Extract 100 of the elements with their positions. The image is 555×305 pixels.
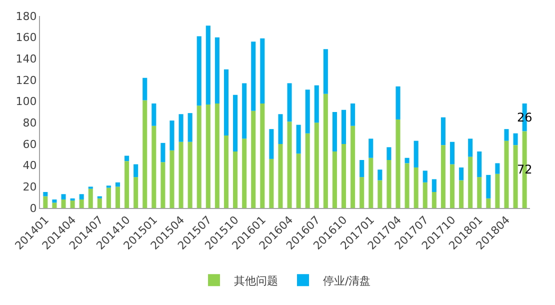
bar [504, 129, 509, 141]
bar [422, 182, 428, 208]
bar [242, 83, 247, 139]
bar [332, 112, 337, 152]
bar [314, 122, 319, 208]
y-tick-label: 60 [22, 138, 37, 151]
bar [450, 164, 455, 208]
bar [260, 103, 265, 208]
legend-label: 停业/清盘 [323, 274, 371, 288]
bar [432, 192, 436, 208]
bar [305, 133, 310, 208]
bar [468, 156, 473, 208]
bar [134, 177, 138, 208]
bar [160, 142, 166, 162]
bar [477, 151, 482, 178]
bar [342, 110, 346, 144]
bar [440, 145, 446, 208]
bar [368, 158, 374, 208]
bar [178, 114, 184, 142]
bar [61, 199, 66, 208]
bar [242, 138, 247, 208]
bar [160, 162, 166, 208]
bar [106, 188, 111, 208]
bar [287, 122, 292, 208]
bar [360, 160, 364, 178]
bar [378, 170, 382, 180]
bar [323, 49, 328, 94]
bar [314, 85, 319, 123]
bar [233, 151, 238, 208]
bar [251, 110, 256, 208]
y-tick-label: 140 [16, 52, 37, 66]
bar [504, 140, 509, 208]
bar [79, 194, 84, 200]
bar [142, 78, 148, 100]
bar [432, 179, 436, 192]
bar [495, 174, 500, 208]
bar [278, 114, 283, 144]
bar [450, 142, 455, 164]
y-tick-label: 0 [30, 202, 37, 215]
bar [422, 170, 428, 182]
bar [196, 106, 202, 208]
bar [414, 140, 418, 168]
bar [350, 126, 356, 208]
bar [61, 194, 66, 200]
bar [440, 117, 446, 146]
bar [188, 113, 192, 142]
bar [52, 199, 57, 203]
y-tick-label: 160 [16, 31, 37, 44]
bar [206, 26, 210, 105]
bar [513, 133, 518, 146]
bar [332, 151, 337, 208]
y-tick-label: 100 [16, 95, 37, 108]
bar [378, 180, 382, 208]
bar [170, 120, 174, 150]
bar [142, 100, 148, 208]
y-tick-label: 80 [22, 116, 37, 130]
bar [152, 103, 156, 126]
bar [468, 138, 473, 157]
bar [224, 135, 228, 208]
bar [360, 177, 364, 208]
bar [224, 69, 228, 136]
bar [396, 86, 400, 120]
bar [386, 147, 392, 160]
bar [296, 154, 301, 208]
bar [124, 161, 130, 208]
bar [170, 150, 174, 208]
bar [386, 160, 392, 208]
bar [206, 104, 210, 208]
bar [214, 37, 220, 104]
bar [260, 38, 265, 104]
bar [43, 192, 48, 196]
bar [70, 198, 75, 201]
bar [342, 144, 346, 208]
bar [486, 174, 491, 198]
bar [115, 186, 120, 208]
bar [134, 164, 138, 178]
bar [178, 142, 184, 208]
bar [414, 167, 418, 208]
bar [188, 142, 192, 208]
bar [115, 182, 120, 187]
y-tick-label: 20 [22, 180, 37, 194]
bar [152, 126, 156, 208]
bar [368, 138, 374, 158]
bar [43, 196, 48, 208]
bar [513, 145, 518, 208]
bar [296, 124, 301, 154]
y-tick-label: 180 [16, 10, 37, 23]
bar [70, 200, 75, 208]
bar [233, 94, 238, 152]
bar [396, 119, 400, 208]
bar [404, 158, 410, 164]
bar [287, 83, 292, 122]
bar [269, 129, 274, 159]
y-tick-label: 40 [22, 159, 37, 172]
bar [196, 36, 202, 106]
bar [495, 163, 500, 174]
bar [124, 156, 130, 162]
bar [214, 103, 220, 208]
bar [52, 202, 57, 208]
bar [459, 167, 464, 180]
